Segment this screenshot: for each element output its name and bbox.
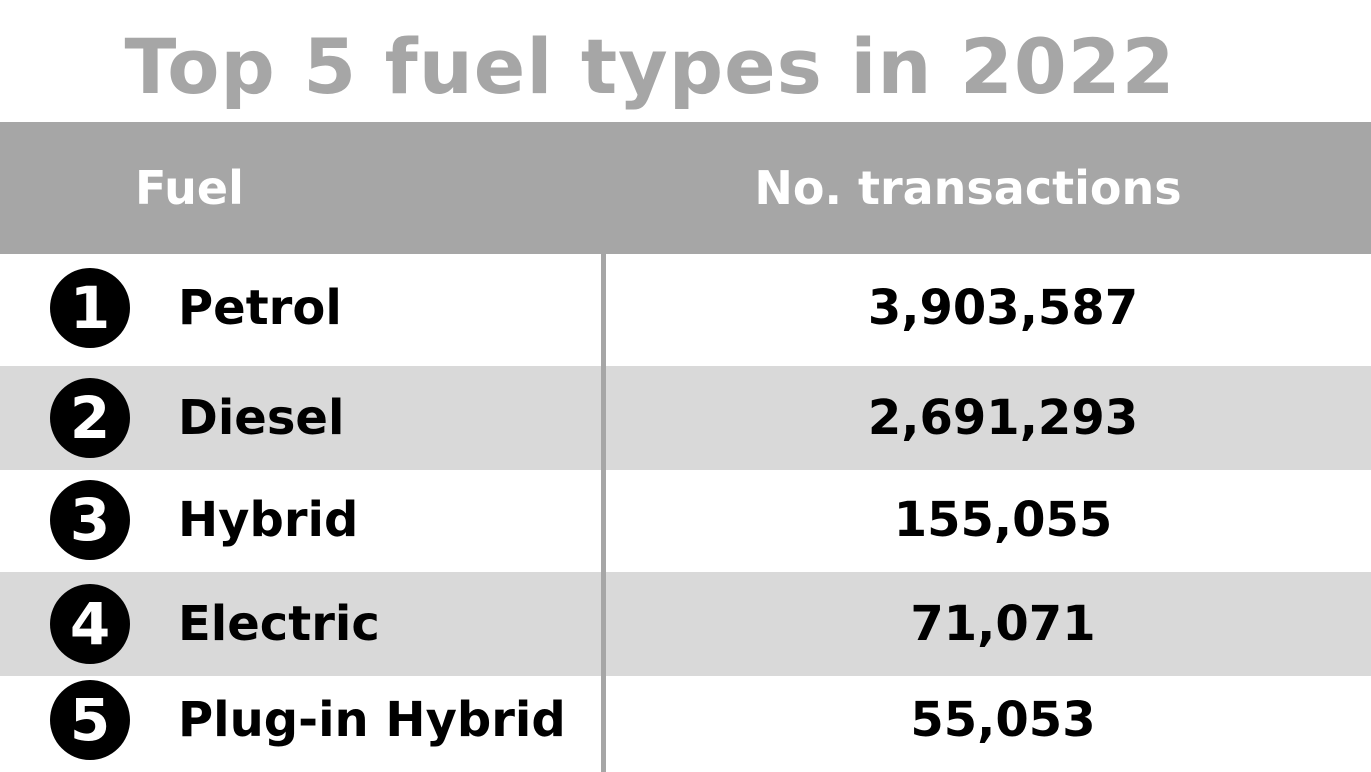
rank-badge: 3 (50, 480, 130, 560)
column-header-fuel: Fuel (135, 161, 244, 215)
rank-badge: 2 (50, 378, 130, 458)
table-row: 3 Hybrid 155,055 (0, 468, 1371, 572)
transaction-count: 2,691,293 (867, 390, 1139, 446)
rank-badge: 1 (50, 268, 130, 348)
column-header-transactions: No. transactions (754, 161, 1182, 215)
transaction-count: 71,071 (910, 596, 1096, 652)
table-row: 1 Petrol 3,903,587 (0, 256, 1371, 360)
fuel-name: Diesel (178, 390, 345, 446)
table-row: 5 Plug-in Hybrid 55,053 (0, 668, 1371, 772)
transaction-count: 3,903,587 (867, 280, 1139, 336)
table-header: Fuel No. transactions (0, 122, 1371, 254)
table-row: 2 Diesel 2,691,293 (0, 366, 1371, 470)
transaction-count: 55,053 (910, 692, 1096, 748)
table-row: 4 Electric 71,071 (0, 572, 1371, 676)
rank-badge: 5 (50, 680, 130, 760)
page-title: Top 5 fuel types in 2022 (124, 22, 1176, 111)
fuel-name: Hybrid (178, 492, 359, 548)
rank-badge: 4 (50, 584, 130, 664)
column-divider (601, 135, 606, 772)
fuel-name: Electric (178, 596, 380, 652)
fuel-name: Plug-in Hybrid (178, 692, 566, 748)
transaction-count: 155,055 (893, 492, 1113, 548)
fuel-name: Petrol (178, 280, 342, 336)
